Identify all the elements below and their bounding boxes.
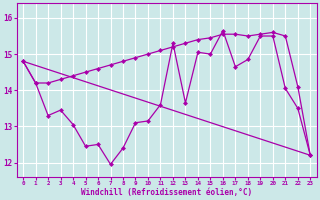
X-axis label: Windchill (Refroidissement éolien,°C): Windchill (Refroidissement éolien,°C) [81, 188, 252, 197]
